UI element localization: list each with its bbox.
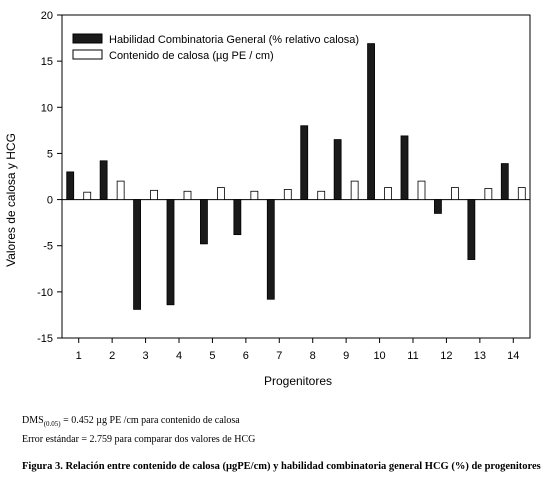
- x-tick-label: 9: [343, 350, 349, 362]
- bar-hcg-5: [200, 199, 208, 245]
- bar-calosa-9: [350, 180, 359, 200]
- bars: [66, 43, 526, 310]
- bar-hcg-6: [233, 199, 242, 236]
- x-tick-label: 13: [474, 350, 486, 362]
- y-tick-label: 15: [41, 56, 53, 68]
- x-tick-label: 10: [373, 350, 385, 362]
- bar-calosa-6: [250, 190, 259, 200]
- bar-calosa-2: [116, 180, 125, 200]
- x-tick-label: 7: [276, 350, 282, 362]
- y-axis-title: Valores de calosa y HCG: [4, 133, 18, 267]
- y-tick-label: -5: [43, 241, 53, 253]
- bar-hcg-2: [99, 160, 108, 200]
- bar-calosa-12: [451, 187, 459, 200]
- y-axis: -15 -10 -5 0 5 10 15 20: [37, 10, 62, 345]
- legend: Habilidad Combinatoria General (% relati…: [72, 33, 359, 62]
- x-tick-label: 6: [243, 350, 249, 362]
- bar-hcg-4: [166, 199, 175, 306]
- x-tick-label: 5: [209, 350, 215, 362]
- bar-hcg-10: [367, 43, 375, 200]
- bar-calosa-14: [517, 187, 526, 200]
- y-tick-label: -10: [37, 287, 53, 299]
- bar-calosa-1: [83, 191, 92, 200]
- x-axis-title: Progenitores: [264, 374, 332, 388]
- bar-calosa-13: [484, 188, 493, 200]
- statistical-notes: DMS(0.05) = 0.452 µg PE /cm para conteni…: [22, 413, 542, 447]
- bar-calosa-11: [417, 180, 426, 200]
- y-tick-label: 20: [41, 10, 53, 22]
- bar-calosa-7: [283, 189, 292, 200]
- y-tick-label: 0: [47, 195, 53, 207]
- x-tick-label: 12: [440, 350, 452, 362]
- x-tick-label: 3: [143, 350, 149, 362]
- bar-calosa-8: [317, 190, 326, 200]
- bar-calosa-4: [183, 190, 192, 200]
- plot-frame: [61, 14, 531, 339]
- x-tick-label: 1: [76, 350, 82, 362]
- bar-hcg-7: [266, 199, 275, 300]
- error-note: Error estándar = 2.759 para comparar dos…: [22, 434, 256, 445]
- y-tick-label: 5: [47, 148, 53, 160]
- x-tick-label: 4: [176, 350, 182, 362]
- dms-note: DMS(0.05) = 0.452 µg PE /cm para conteni…: [22, 415, 240, 428]
- legend-label-hcg: Habilidad Combinatoria General (% relati…: [109, 34, 359, 46]
- x-tick-label: 14: [507, 350, 519, 362]
- bar-hcg-9: [333, 139, 342, 200]
- bar-calosa-3: [150, 189, 158, 200]
- bar-calosa-5: [217, 187, 225, 200]
- bar-calosa-10: [384, 187, 392, 200]
- bar-hcg-1: [66, 171, 75, 200]
- bar-hcg-8: [300, 125, 309, 200]
- bar-hcg-11: [400, 135, 409, 200]
- y-tick-label: 10: [41, 102, 53, 114]
- x-tick-label: 11: [407, 350, 418, 362]
- bar-hcg-12: [434, 199, 442, 214]
- bar-hcg-13: [467, 199, 476, 260]
- bar-hcg-14: [500, 163, 509, 200]
- x-tick-label: 8: [310, 350, 316, 362]
- bar-hcg-3: [133, 199, 141, 310]
- legend-swatch-calosa: [72, 49, 103, 60]
- legend-label-calosa: Contenido de calosa (µg PE / cm): [109, 50, 274, 62]
- x-tick-label: 2: [109, 350, 115, 362]
- legend-swatch-hcg: [72, 33, 103, 44]
- x-axis: 1 2 3 4 5 6 7 8 9 10 11 12 13 14: [76, 338, 519, 362]
- figure-caption: Figura 3. Relación entre contenido de ca…: [22, 461, 541, 472]
- y-tick-label: -15: [37, 333, 53, 345]
